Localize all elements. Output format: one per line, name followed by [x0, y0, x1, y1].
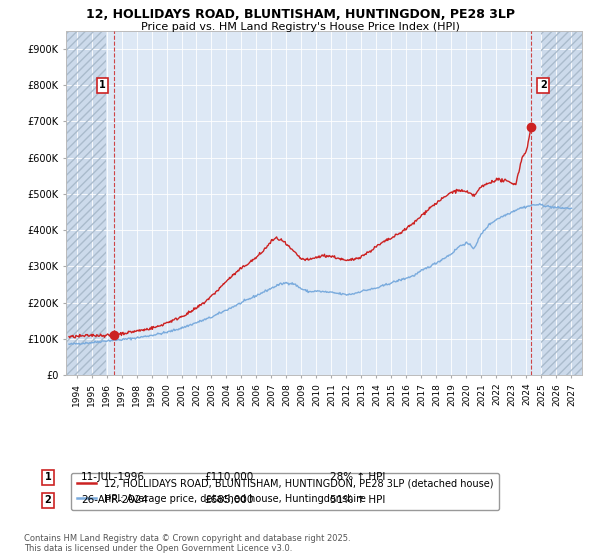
Bar	[541, 31, 582, 375]
Bar	[66, 31, 106, 375]
Text: 26-APR-2024: 26-APR-2024	[81, 495, 148, 505]
Bar	[66, 31, 106, 375]
Text: 12, HOLLIDAYS ROAD, BLUNTISHAM, HUNTINGDON, PE28 3LP: 12, HOLLIDAYS ROAD, BLUNTISHAM, HUNTINGD…	[86, 8, 515, 21]
Text: £685,000: £685,000	[204, 495, 253, 505]
Text: 11-JUL-1996: 11-JUL-1996	[81, 472, 145, 482]
Text: Price paid vs. HM Land Registry's House Price Index (HPI): Price paid vs. HM Land Registry's House …	[140, 22, 460, 32]
Bar	[541, 31, 582, 375]
Text: £110,000: £110,000	[204, 472, 253, 482]
Text: 2: 2	[44, 495, 52, 505]
Text: 2: 2	[540, 80, 547, 90]
Text: Contains HM Land Registry data © Crown copyright and database right 2025.
This d: Contains HM Land Registry data © Crown c…	[24, 534, 350, 553]
Text: 51% ↑ HPI: 51% ↑ HPI	[330, 495, 385, 505]
Text: 1: 1	[99, 80, 106, 90]
Text: 1: 1	[44, 472, 52, 482]
Legend: 12, HOLLIDAYS ROAD, BLUNTISHAM, HUNTINGDON, PE28 3LP (detached house), HPI: Aver: 12, HOLLIDAYS ROAD, BLUNTISHAM, HUNTINGD…	[71, 473, 499, 510]
Text: 28% ↑ HPI: 28% ↑ HPI	[330, 472, 385, 482]
